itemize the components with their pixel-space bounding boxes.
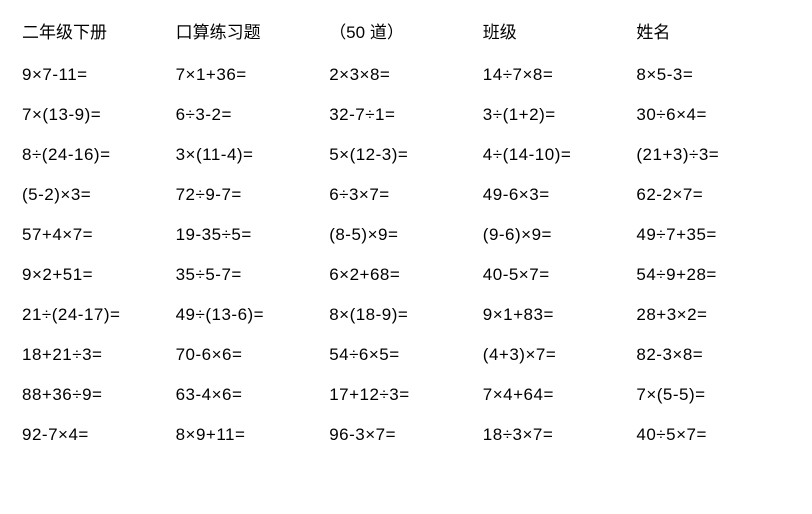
problem-cell: 28+3×2= [636,305,790,325]
problem-cell: 88+36÷9= [22,385,176,405]
problem-cell: 21÷(24-17)= [22,305,176,325]
problem-cell: 18+21÷3= [22,345,176,365]
header-grade: 二年级下册 [22,18,176,43]
problem-row: 92-7×4= 8×9+11= 96-3×7= 18÷3×7= 40÷5×7= [22,425,790,445]
problem-cell: 9×7-11= [22,65,176,85]
problem-cell: 49÷7+35= [636,225,790,245]
header-name: 姓名 [636,18,790,43]
problem-cell: 6÷3-2= [176,105,330,125]
problem-cell: 7×(13-9)= [22,105,176,125]
problem-cell: 96-3×7= [329,425,483,445]
problem-cell: 7×(5-5)= [636,385,790,405]
problem-row: 7×(13-9)= 6÷3-2= 32-7÷1= 3÷(1+2)= 30÷6×4… [22,105,790,125]
problem-cell: 17+12÷3= [329,385,483,405]
problem-cell: 49-6×3= [483,185,637,205]
worksheet: 二年级下册 口算练习题 （50 道） 班级 姓名 9×7-11= 7×1+36=… [22,18,790,445]
problem-cell: 8÷(24-16)= [22,145,176,165]
problem-cell: 9×1+83= [483,305,637,325]
problem-cell: 57+4×7= [22,225,176,245]
problem-cell: 54÷6×5= [329,345,483,365]
problem-cell: 7×4+64= [483,385,637,405]
problem-cell: 63-4×6= [176,385,330,405]
problem-cell: 92-7×4= [22,425,176,445]
problem-cell: 32-7÷1= [329,105,483,125]
problem-cell: 5×(12-3)= [329,145,483,165]
problem-cell: 35÷5-7= [176,265,330,285]
problem-row: 9×2+51= 35÷5-7= 6×2+68= 40-5×7= 54÷9+28= [22,265,790,285]
problem-cell: 19-35÷5= [176,225,330,245]
problem-cell: 62-2×7= [636,185,790,205]
problem-row: 8÷(24-16)= 3×(11-4)= 5×(12-3)= 4÷(14-10)… [22,145,790,165]
problem-cell: 8×9+11= [176,425,330,445]
problem-cell: 18÷3×7= [483,425,637,445]
problem-cell: 6×2+68= [329,265,483,285]
problem-cell: 4÷(14-10)= [483,145,637,165]
problem-cell: 82-3×8= [636,345,790,365]
problem-cell: (4+3)×7= [483,345,637,365]
header-row: 二年级下册 口算练习题 （50 道） 班级 姓名 [22,18,790,43]
problem-cell: (5-2)×3= [22,185,176,205]
problem-cell: 3×(11-4)= [176,145,330,165]
problem-row: 88+36÷9= 63-4×6= 17+12÷3= 7×4+64= 7×(5-5… [22,385,790,405]
problem-cell: 9×2+51= [22,265,176,285]
problem-cell: 7×1+36= [176,65,330,85]
problem-row: 21÷(24-17)= 49÷(13-6)= 8×(18-9)= 9×1+83=… [22,305,790,325]
problem-cell: 49÷(13-6)= [176,305,330,325]
header-count: （50 道） [329,18,483,43]
problem-cell: (8-5)×9= [329,225,483,245]
problem-row: 57+4×7= 19-35÷5= (8-5)×9= (9-6)×9= 49÷7+… [22,225,790,245]
problem-cell: 14÷7×8= [483,65,637,85]
header-title: 口算练习题 [176,18,330,43]
problem-cell: 40-5×7= [483,265,637,285]
problem-cell: 72÷9-7= [176,185,330,205]
problem-cell: (9-6)×9= [483,225,637,245]
problem-cell: 8×(18-9)= [329,305,483,325]
problem-cell: 30÷6×4= [636,105,790,125]
problem-row: 18+21÷3= 70-6×6= 54÷6×5= (4+3)×7= 82-3×8… [22,345,790,365]
problem-cell: 6÷3×7= [329,185,483,205]
header-class: 班级 [483,18,637,43]
problem-cell: 70-6×6= [176,345,330,365]
problem-cell: 3÷(1+2)= [483,105,637,125]
problem-cell: 40÷5×7= [636,425,790,445]
problem-cell: 2×3×8= [329,65,483,85]
problem-cell: (21+3)÷3= [636,145,790,165]
problem-cell: 8×5-3= [636,65,790,85]
problem-row: 9×7-11= 7×1+36= 2×3×8= 14÷7×8= 8×5-3= [22,65,790,85]
problem-row: (5-2)×3= 72÷9-7= 6÷3×7= 49-6×3= 62-2×7= [22,185,790,205]
problem-cell: 54÷9+28= [636,265,790,285]
